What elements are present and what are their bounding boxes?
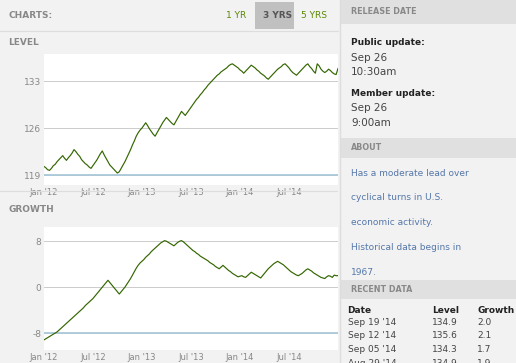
Text: 10:30am: 10:30am <box>351 67 397 77</box>
Text: Growth: Growth <box>477 306 514 315</box>
Text: Aug 29 '14: Aug 29 '14 <box>348 359 396 363</box>
Text: Sep 26: Sep 26 <box>351 103 387 114</box>
Text: Has a moderate lead over: Has a moderate lead over <box>351 169 469 178</box>
Bar <box>255 1 294 29</box>
Text: ABOUT: ABOUT <box>351 143 382 152</box>
Text: 135.6: 135.6 <box>432 331 458 340</box>
Bar <box>341 138 516 158</box>
Text: Public update:: Public update: <box>351 38 425 47</box>
Text: RELEASE DATE: RELEASE DATE <box>351 7 416 16</box>
Bar <box>341 280 516 299</box>
Text: 1.9: 1.9 <box>477 359 492 363</box>
Text: 134.9: 134.9 <box>432 318 458 327</box>
Bar <box>341 0 516 24</box>
Text: 9:00am: 9:00am <box>351 118 391 128</box>
Text: 1967.: 1967. <box>351 268 377 277</box>
Text: 134.3: 134.3 <box>432 345 458 354</box>
Text: Date: Date <box>348 306 372 315</box>
Text: Sep 26: Sep 26 <box>351 53 387 63</box>
Text: CHARTS:: CHARTS: <box>8 11 53 20</box>
Text: economic activity.: economic activity. <box>351 218 433 227</box>
Text: 1 YR: 1 YR <box>227 11 247 20</box>
Text: Historical data begins in: Historical data begins in <box>351 243 461 252</box>
Text: 2.0: 2.0 <box>477 318 492 327</box>
Text: cyclical turns in U.S.: cyclical turns in U.S. <box>351 193 443 203</box>
Text: 134.9: 134.9 <box>432 359 458 363</box>
Text: GROWTH: GROWTH <box>8 205 54 213</box>
Text: 2.1: 2.1 <box>477 331 492 340</box>
Text: LEVEL: LEVEL <box>8 38 39 47</box>
Text: 1.7: 1.7 <box>477 345 492 354</box>
Text: 5 YRS: 5 YRS <box>301 11 327 20</box>
Text: RECENT DATA: RECENT DATA <box>351 285 412 294</box>
Text: 3 YRS: 3 YRS <box>263 11 292 20</box>
Text: Sep 12 '14: Sep 12 '14 <box>348 331 396 340</box>
Text: Sep 05 '14: Sep 05 '14 <box>348 345 396 354</box>
Text: Sep 19 '14: Sep 19 '14 <box>348 318 396 327</box>
Text: Level: Level <box>432 306 459 315</box>
Text: Member update:: Member update: <box>351 89 435 98</box>
